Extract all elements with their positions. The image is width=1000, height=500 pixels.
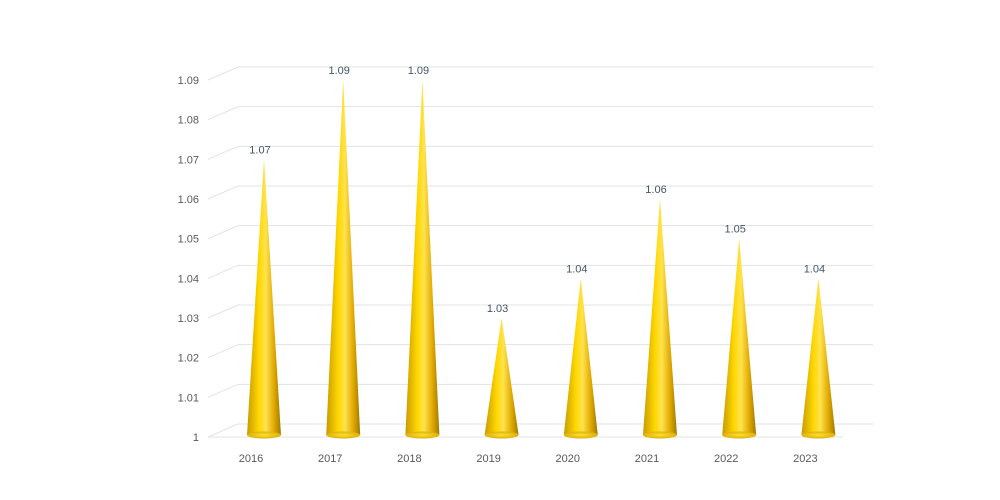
gridline <box>207 145 873 160</box>
cone-base <box>247 431 281 439</box>
x-tick-label: 2017 <box>318 453 342 465</box>
x-tick-label: 2023 <box>793 453 817 465</box>
cone-body <box>326 80 361 435</box>
x-tick-label: 2016 <box>239 453 263 465</box>
gridline <box>207 344 873 359</box>
cone-body <box>247 159 281 436</box>
cone-bar <box>643 199 677 439</box>
data-label: 1.04 <box>566 263 587 275</box>
data-label: 1.03 <box>487 303 508 315</box>
cone-base <box>405 431 440 439</box>
y-tick-label: 1.08 <box>178 115 199 127</box>
y-axis-tick-labels: 1 1.01 1.02 1.03 1.04 1.05 1.06 1.07 1.08 1.09 <box>178 75 199 444</box>
y-tick-label: 1.04 <box>178 273 199 285</box>
y-tick-label: 1 <box>193 432 199 444</box>
data-labels: 1.07 1.09 1.09 1.03 1.04 1.06 1.05 1.04 <box>249 65 825 315</box>
y-tick-label: 1.02 <box>178 353 199 365</box>
cone-body <box>722 238 757 435</box>
cone-body <box>801 278 836 435</box>
data-label: 1.09 <box>328 65 349 77</box>
cone-body <box>643 199 677 435</box>
data-label: 1.06 <box>645 184 666 196</box>
cone-bar <box>801 278 836 439</box>
y-tick-label: 1.09 <box>178 75 199 87</box>
y-tick-label: 1.07 <box>178 154 199 166</box>
cone-base <box>326 431 361 439</box>
data-label: 1.04 <box>804 263 825 275</box>
gridline <box>207 304 873 319</box>
gridline <box>207 106 873 121</box>
cones <box>247 80 836 439</box>
cone-base <box>643 431 677 439</box>
gridline <box>207 423 873 438</box>
gridlines <box>207 66 873 438</box>
cone-bar <box>563 278 598 439</box>
y-tick-label: 1.01 <box>178 392 199 404</box>
cone-bar <box>484 318 519 439</box>
cone-bar <box>326 80 361 439</box>
gridline <box>207 383 873 398</box>
gridline <box>207 225 873 240</box>
cone-body <box>484 318 519 435</box>
data-label: 1.09 <box>408 65 429 77</box>
cone-bar <box>722 238 757 439</box>
gridline <box>207 264 873 279</box>
x-tick-label: 2020 <box>556 453 580 465</box>
x-tick-label: 2018 <box>397 453 421 465</box>
gridline <box>207 66 873 81</box>
y-tick-label: 1.03 <box>178 313 199 325</box>
cone-body <box>563 278 598 435</box>
data-label: 1.07 <box>249 144 270 156</box>
x-axis-tick-labels: 2016 2017 2018 2019 2020 2021 2022 2023 <box>239 453 818 465</box>
cone-base <box>722 431 757 439</box>
cone-base <box>563 431 598 439</box>
cone-bar <box>405 80 440 439</box>
cone-bar <box>247 159 281 439</box>
gridline <box>207 185 873 200</box>
x-tick-label: 2019 <box>476 453 500 465</box>
cone-base <box>484 431 519 439</box>
x-tick-label: 2021 <box>635 453 659 465</box>
y-tick-label: 1.06 <box>178 194 199 206</box>
data-label: 1.05 <box>724 224 745 236</box>
cone-body <box>405 80 440 435</box>
y-tick-label: 1.05 <box>178 234 199 246</box>
cone-base <box>801 431 836 439</box>
x-tick-label: 2022 <box>714 453 738 465</box>
